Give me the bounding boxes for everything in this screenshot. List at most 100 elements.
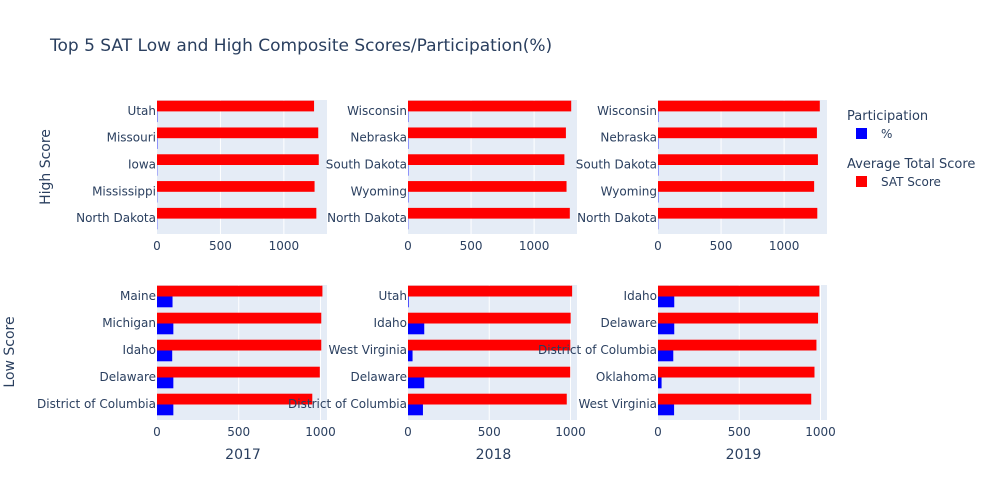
x-tick-label: 500 (209, 239, 232, 253)
participation-bar-maine (157, 296, 173, 308)
sat-bar-idaho (157, 339, 322, 351)
sat-bar-north-dakota (157, 207, 317, 219)
x-tick-label: 500 (478, 425, 501, 439)
y-tick-label: Delaware (350, 370, 407, 384)
sat-bar-district-of-columbia (157, 393, 313, 405)
legend-group-average-total-score: Average Total Score SAT Score (847, 157, 975, 189)
y-tick-label: Iowa (128, 158, 156, 172)
y-tick-label: Delaware (600, 316, 657, 330)
participation-bar-idaho (157, 350, 173, 362)
chart-title: Top 5 SAT Low and High Composite Scores/… (49, 36, 552, 56)
x-tick-label: 500 (227, 425, 250, 439)
y-tick-label: North Dakota (76, 211, 156, 225)
participation-bar-delaware (408, 377, 425, 389)
y-tick-label: Utah (128, 104, 156, 118)
sat-bar-oklahoma (658, 366, 815, 378)
sat-bar-wyoming (408, 181, 567, 192)
x-tick-label: 0 (153, 239, 161, 253)
x-tick-label: 1000 (769, 239, 800, 253)
sat-bar-mississippi (157, 181, 315, 192)
sat-bar-wyoming (658, 181, 815, 192)
y-tick-label: Wyoming (601, 184, 657, 198)
y-tick-label: Utah (379, 289, 407, 303)
participation-bar-idaho (658, 296, 675, 308)
legend: Participation% Average Total Score SAT Sco… (847, 109, 975, 189)
sat-bar-wisconsin (658, 100, 820, 112)
sat-bar-michigan (157, 312, 322, 324)
sat-bar-iowa (157, 154, 319, 165)
legend-swatch (856, 176, 867, 187)
participation-bar-west-virginia (408, 350, 413, 362)
y-tick-label: District of Columbia (37, 397, 156, 411)
x-tick-label: 500 (710, 239, 733, 253)
sat-bar-maine (157, 285, 323, 297)
participation-bar-michigan (157, 323, 174, 335)
y-tick-label: Missouri (107, 131, 156, 145)
y-tick-label: Wisconsin (347, 104, 407, 118)
sat-bar-district-of-columbia (658, 339, 817, 351)
x-tick-label: 0 (404, 425, 412, 439)
y-tick-label: Michigan (102, 316, 156, 330)
participation-bar-district-of-columbia (157, 404, 174, 416)
y-tick-label: Nebraska (350, 131, 407, 145)
panel-high-score-2019: 0 500 1000 Wisconsin Nebraska South Dakota Wyo… (576, 100, 827, 253)
sat-bar-wisconsin (408, 100, 572, 112)
participation-bar-district-of-columbia (658, 350, 674, 362)
sat-bar-delaware (157, 366, 320, 378)
y-tick-label: Idaho (624, 289, 657, 303)
sat-bar-delaware (408, 366, 571, 378)
x-tick-label: 0 (654, 239, 662, 253)
x-tick-label: 500 (460, 239, 483, 253)
participation-bar-delaware (157, 377, 174, 389)
legend-title: Participation (847, 109, 928, 124)
y-tick-label: West Virginia (578, 397, 657, 411)
legend-swatch (856, 128, 867, 139)
sat-bar-utah (157, 100, 315, 112)
legend-group-participation: Participation% (847, 109, 928, 141)
sat-bar-utah (408, 285, 573, 297)
y-tick-label: Maine (120, 289, 156, 303)
participation-bar-utah (408, 296, 409, 308)
x-tick-label: 1000 (805, 425, 836, 439)
panel-low-score-2018: 0 500 1000 Utah Idaho West Virginia Delaware Di… (288, 285, 586, 439)
x-tick-label: 0 (153, 425, 161, 439)
y-tick-label: District of Columbia (538, 343, 657, 357)
y-tick-label: Delaware (99, 370, 156, 384)
x-tick-label: 1000 (269, 239, 300, 253)
sat-bar-idaho (408, 312, 571, 324)
sat-bar-missouri (157, 127, 319, 139)
row-title-low-score: Low Score (2, 316, 18, 387)
sat-bar-north-dakota (408, 207, 570, 219)
panel-high-score-2018: 0 500 1000 Wisconsin Nebraska South Dakota Wyo… (326, 100, 577, 253)
x-tick-label: 1000 (519, 239, 550, 253)
column-title-2017: 2017 (225, 447, 261, 463)
y-tick-label: North Dakota (577, 211, 657, 225)
legend-title: Average Total Score (847, 157, 975, 172)
participation-bar-district-of-columbia (408, 404, 423, 416)
sat-bar-west-virginia (408, 339, 571, 351)
y-tick-label: Wisconsin (597, 104, 657, 118)
y-tick-label: Idaho (123, 343, 156, 357)
sat-bar-delaware (658, 312, 819, 324)
y-tick-label: South Dakota (576, 158, 657, 172)
y-tick-label: Idaho (374, 316, 407, 330)
sat-bar-nebraska (658, 127, 817, 139)
y-tick-label: North Dakota (327, 211, 407, 225)
y-tick-label: Mississippi (92, 184, 156, 198)
panel-low-score-2017: 0 500 1000 Maine Michigan Idaho Delaware Distri… (37, 285, 336, 439)
column-title-2018: 2018 (476, 447, 512, 463)
x-tick-label: 500 (728, 425, 751, 439)
column-title-2019: 2019 (726, 447, 762, 463)
participation-bar-delaware (658, 323, 675, 335)
panel-high-score-2017: 0 500 1000 Utah Missouri Iowa Mississippi North… (76, 100, 327, 253)
legend-item-label: SAT Score (881, 175, 941, 189)
x-tick-label: 0 (654, 425, 662, 439)
subplot-grid: 0 500 1000 Utah Missouri Iowa Mississippi North… (2, 100, 836, 463)
participation-bar-idaho (408, 323, 425, 335)
y-tick-label: Wyoming (351, 184, 407, 198)
x-tick-label: 1000 (305, 425, 336, 439)
row-title-high-score: High Score (38, 129, 54, 205)
sat-bar-district-of-columbia (408, 393, 567, 405)
sat-bar-north-dakota (658, 207, 818, 219)
